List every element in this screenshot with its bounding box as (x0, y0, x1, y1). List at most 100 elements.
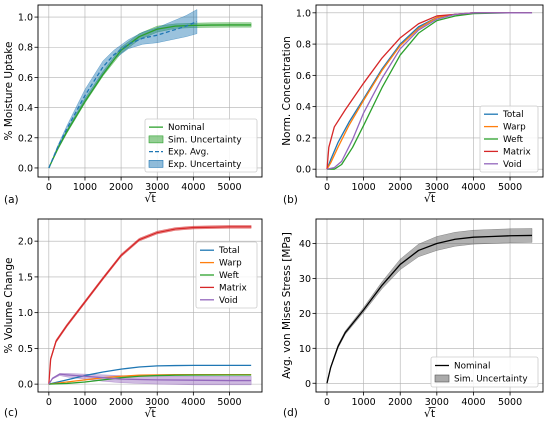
axes-frame (315, 4, 544, 178)
legend-label: Warp (219, 259, 242, 269)
x-axis-label: √t (424, 407, 436, 420)
y-tick-label: 30 (299, 274, 311, 285)
series-line-3 (48, 226, 252, 385)
x-tick-label: 4000 (181, 397, 205, 408)
x-axis-label: √t (424, 192, 436, 205)
series-line-0 (48, 24, 252, 169)
legend-label: Void (219, 296, 238, 306)
y-tick-label: 0.8 (18, 43, 33, 54)
legend: Total Warp Weft Matrix Void (479, 105, 539, 173)
x-tick-label: 4000 (181, 182, 205, 193)
x-tick-label: 4000 (461, 397, 485, 408)
x-tick-label: 0 (324, 397, 330, 408)
panel-label: (c) (4, 407, 18, 419)
series-line-0 (326, 234, 533, 384)
x-tick-label: 1000 (352, 182, 376, 193)
x-tick-label: 3000 (425, 182, 449, 193)
legend-label: Total (218, 246, 240, 256)
y-tick-label: 1.5 (18, 272, 33, 283)
series-line-1 (48, 21, 198, 169)
legend-label: Weft (219, 271, 240, 281)
legend-label: Weft (503, 135, 524, 145)
x-axis-label: √t (144, 192, 156, 205)
x-tick-label: 5000 (498, 397, 522, 408)
series-line-4 (48, 373, 252, 385)
y-tick-label: 0.2 (18, 133, 33, 144)
y-tick-label: 0.4 (18, 103, 33, 114)
y-tick-label: 0 (305, 379, 311, 390)
legend-label: Sim. Uncertainty (454, 375, 528, 385)
y-tick-label: 40 (299, 239, 311, 250)
y-axis-label: Avg. von Mises Stress [MPa] (281, 232, 293, 379)
axes-frame (315, 218, 544, 393)
axes-frame (37, 218, 263, 393)
panel-b: 0 1000 2000 3000 4000 5000 0.0 0.2 0.4 0.6 0.8 1.0 √… (281, 4, 544, 206)
panel-c: 0 1000 2000 3000 4000 5000 0.0 0.5 1.0 1.5 2.0 √t % … (3, 218, 263, 420)
legend: Nominal Sim. Uncertainty Exp. Avg. Exp. Unc… (144, 118, 258, 173)
y-tick-label: 0.2 (296, 133, 311, 144)
y-tick-label: 1.0 (18, 13, 33, 24)
y-tick-label: 10 (299, 344, 311, 355)
x-tick-label: 3000 (145, 397, 169, 408)
panel-d: 0 1000 2000 3000 4000 5000 0 10 20 30 40 √t Avg. von… (281, 218, 544, 420)
legend-box (144, 118, 258, 173)
legend: Nominal Sim. Uncertainty (430, 356, 539, 388)
legend-label: Total (502, 110, 524, 120)
y-tick-label: 0.6 (18, 73, 33, 84)
y-axis-label: Norm. Concentration (281, 36, 293, 146)
series-line-2 (48, 374, 252, 385)
y-tick-label: 0.5 (18, 344, 33, 355)
x-tick-label: 5000 (217, 397, 241, 408)
y-tick-label: 0.8 (296, 40, 311, 51)
x-tick-label: 5000 (217, 182, 241, 193)
legend-label: Sim. Uncertainty (168, 135, 242, 145)
legend-box (195, 241, 258, 309)
plot-area (48, 9, 252, 169)
x-tick-label: 1000 (352, 397, 376, 408)
x-tick-label: 3000 (425, 397, 449, 408)
y-tick-label: 0.0 (18, 163, 33, 174)
x-tick-label: 1000 (73, 397, 97, 408)
legend-swatch-3 (148, 160, 164, 168)
legend-box (430, 356, 539, 388)
x-tick-label: 5000 (498, 182, 522, 193)
plot-area (326, 12, 533, 170)
series-line-0 (48, 364, 252, 385)
legend-label: Matrix (503, 147, 531, 157)
x-tick-label: 2000 (388, 397, 412, 408)
y-tick-label: 0.6 (296, 71, 311, 82)
legend-label: Exp. Uncertainty (168, 160, 241, 170)
series-line-2 (326, 12, 533, 170)
plot-area (326, 228, 533, 384)
x-tick-label: 3000 (145, 182, 169, 193)
legend-label: Void (503, 160, 522, 170)
series-line-4 (326, 12, 533, 170)
legend-label: Matrix (219, 283, 247, 293)
legend-swatch-1 (434, 374, 450, 383)
legend: Total Warp Weft Matrix Void (195, 241, 258, 309)
legend-swatch-1 (148, 135, 164, 144)
y-tick-label: 1.0 (296, 8, 311, 19)
panel-label: (b) (283, 194, 298, 206)
y-axis-label: % Volume Change (3, 258, 15, 354)
plot-area (48, 225, 252, 386)
x-tick-label: 1000 (73, 182, 97, 193)
x-tick-label: 4000 (461, 182, 485, 193)
x-tick-label: 2000 (109, 182, 133, 193)
y-tick-label: 0.4 (296, 102, 311, 113)
legend-label: Warp (503, 123, 526, 133)
axes-frame (37, 4, 263, 178)
x-tick-label: 2000 (109, 397, 133, 408)
y-axis-label: % Moisture Uptake (3, 42, 15, 141)
x-tick-label: 0 (46, 182, 52, 193)
y-tick-label: 0.0 (18, 380, 33, 391)
x-tick-label: 2000 (388, 182, 412, 193)
panel-label: (a) (4, 194, 19, 206)
legend-label: Nominal (454, 362, 490, 372)
y-tick-label: 0.0 (296, 165, 311, 176)
y-tick-label: 2.0 (18, 237, 33, 248)
legend-label: Nominal (168, 123, 204, 133)
x-axis-label: √t (144, 407, 156, 420)
x-tick-label: 0 (46, 397, 52, 408)
